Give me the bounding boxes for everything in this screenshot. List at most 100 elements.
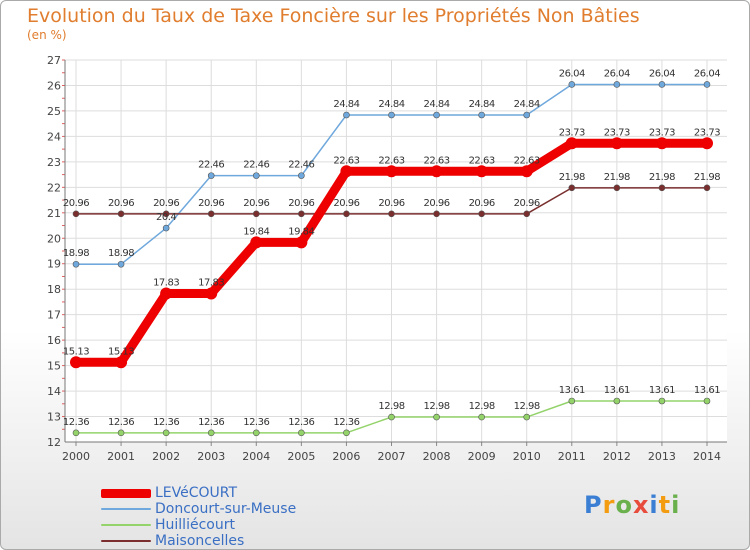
data-point xyxy=(568,184,576,192)
data-label: 23.73 xyxy=(559,127,585,138)
data-point xyxy=(658,81,666,88)
data-point xyxy=(115,356,128,369)
data-label: 13.61 xyxy=(649,385,675,396)
data-point xyxy=(117,210,125,218)
x-tick-label: 2013 xyxy=(648,450,676,463)
data-point xyxy=(433,111,440,119)
data-label: 20.96 xyxy=(198,198,224,209)
data-point xyxy=(252,210,260,218)
data-label: 15.13 xyxy=(108,346,134,357)
y-tick-label: 23 xyxy=(47,156,61,169)
data-label: 21.98 xyxy=(649,172,675,183)
data-label: 12.36 xyxy=(153,417,179,428)
data-label: 22.63 xyxy=(333,155,359,166)
data-label: 17.83 xyxy=(153,278,179,289)
data-point xyxy=(433,210,440,218)
data-label: 20.96 xyxy=(243,198,269,209)
y-tick-label: 15 xyxy=(47,360,61,373)
data-label: 21.98 xyxy=(694,172,720,183)
x-tick-label: 2005 xyxy=(287,450,315,463)
legend-item: Maisoncelles xyxy=(101,533,296,549)
data-label: 18.98 xyxy=(108,248,134,259)
data-label: 19.84 xyxy=(243,226,269,237)
data-label: 24.84 xyxy=(424,99,450,110)
data-point xyxy=(295,236,308,249)
legend-label: LEVéCOURT xyxy=(155,485,238,501)
x-tick-label: 2007 xyxy=(378,450,406,463)
data-label: 22.46 xyxy=(243,160,269,171)
data-point xyxy=(610,137,623,150)
data-label: 22.63 xyxy=(514,155,540,166)
y-tick-label: 19 xyxy=(47,258,61,271)
proxiti-logo: Proxiti xyxy=(584,491,680,519)
data-label: 21.98 xyxy=(604,172,630,183)
data-point xyxy=(162,429,170,437)
data-label: 20.96 xyxy=(108,198,134,209)
legend-item: Doncourt-sur-Meuse xyxy=(101,501,296,517)
data-point xyxy=(613,81,621,88)
data-label: 20.96 xyxy=(153,198,179,209)
data-label: 24.84 xyxy=(514,99,540,110)
data-point xyxy=(520,165,533,178)
data-label: 12.36 xyxy=(108,417,134,428)
data-point xyxy=(252,172,260,179)
logo-letter: r xyxy=(602,491,616,519)
data-label: 26.04 xyxy=(559,68,585,79)
data-label: 12.36 xyxy=(333,417,359,428)
data-label: 24.84 xyxy=(378,99,404,110)
y-tick-label: 13 xyxy=(47,411,61,424)
x-tick-label: 2012 xyxy=(603,450,631,463)
x-tick-label: 2002 xyxy=(152,450,180,463)
data-label: 22.46 xyxy=(288,160,314,171)
legend-swatch xyxy=(101,488,151,498)
data-point xyxy=(72,210,80,218)
data-point xyxy=(70,356,82,369)
data-point xyxy=(478,413,485,421)
data-point xyxy=(655,137,668,150)
data-point xyxy=(613,184,621,192)
logo-letter: P xyxy=(584,491,603,519)
data-label: 12.36 xyxy=(243,417,269,428)
x-tick-label: 2010 xyxy=(513,450,541,463)
data-point xyxy=(658,184,666,192)
data-point xyxy=(298,172,305,179)
data-label: 13.61 xyxy=(604,385,630,396)
x-tick-label: 2014 xyxy=(693,450,721,463)
x-tick-label: 2008 xyxy=(423,450,451,463)
y-tick-label: 20 xyxy=(47,232,61,245)
data-label: 12.98 xyxy=(424,401,450,412)
data-point xyxy=(701,137,713,150)
data-point xyxy=(703,81,711,88)
data-point xyxy=(703,397,711,405)
legend-label: Doncourt-sur-Meuse xyxy=(155,501,297,517)
legend-label: Maisoncelles xyxy=(155,533,245,549)
data-label: 24.84 xyxy=(333,99,359,110)
chart-subtitle: (en %) xyxy=(27,28,67,42)
data-point xyxy=(568,81,576,88)
data-label: 23.73 xyxy=(604,127,630,138)
data-label: 22.63 xyxy=(469,155,495,166)
data-point xyxy=(523,210,531,218)
data-point xyxy=(298,429,305,437)
data-label: 12.36 xyxy=(198,417,224,428)
chart-title: Evolution du Taux de Taxe Foncière sur l… xyxy=(27,5,640,27)
data-point xyxy=(250,236,263,249)
data-point xyxy=(162,224,170,232)
data-label: 12.98 xyxy=(469,401,495,412)
data-point xyxy=(117,260,125,268)
data-point xyxy=(703,184,711,192)
data-label: 20.96 xyxy=(424,198,450,209)
logo-letter: i xyxy=(649,491,659,519)
data-label: 13.61 xyxy=(559,385,585,396)
x-tick-label: 2011 xyxy=(558,450,586,463)
x-tick-label: 2006 xyxy=(332,450,360,463)
data-label: 13.61 xyxy=(694,385,720,396)
data-label: 17.83 xyxy=(198,278,224,289)
data-label: 26.04 xyxy=(694,68,720,79)
y-tick-label: 27 xyxy=(47,54,61,67)
legend-label: Huilliécourt xyxy=(155,517,235,533)
data-point xyxy=(568,397,576,405)
data-label: 12.36 xyxy=(288,417,314,428)
x-tick-label: 2000 xyxy=(62,450,90,463)
